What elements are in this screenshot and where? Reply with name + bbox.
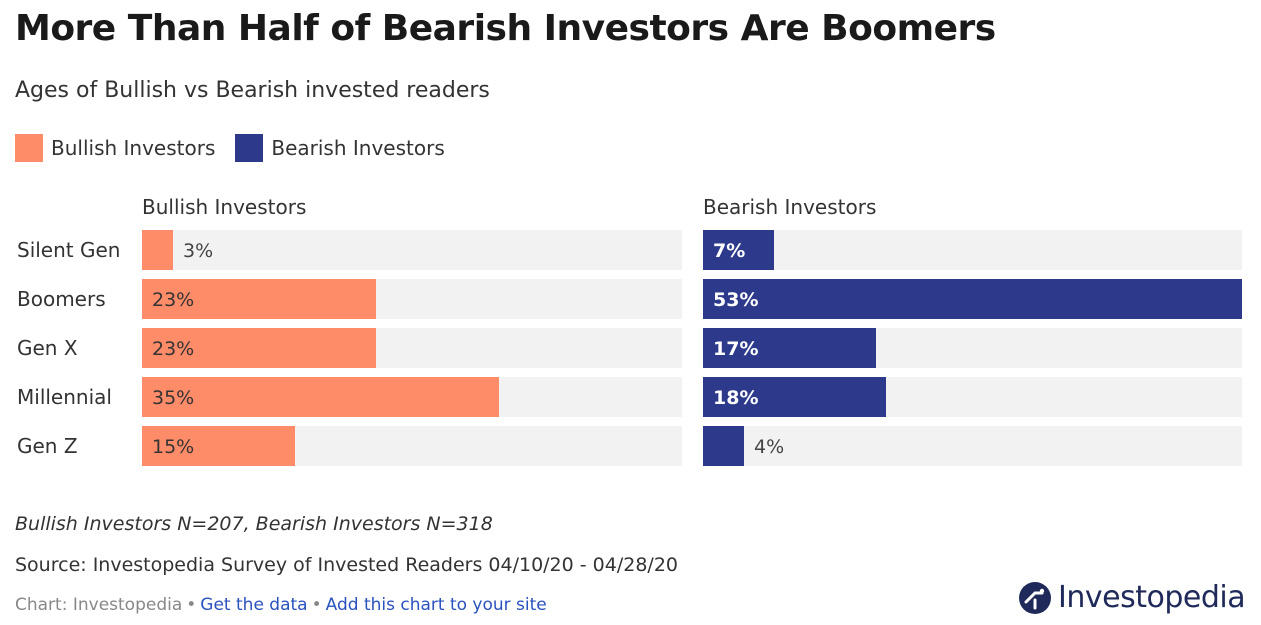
bar bbox=[703, 279, 1242, 319]
bar bbox=[703, 426, 744, 466]
data-label: 3% bbox=[183, 240, 213, 262]
bar bbox=[703, 230, 774, 270]
data-label: 17% bbox=[713, 338, 758, 360]
data-label: 53% bbox=[713, 289, 758, 311]
panel-header-0: Bullish Investors bbox=[142, 195, 306, 219]
credit-prefix: Chart: Investopedia bbox=[15, 595, 183, 615]
category-label: Gen X bbox=[17, 336, 78, 360]
get-data-link[interactable]: Get the data bbox=[200, 595, 308, 615]
legend-item-bearish: Bearish Investors bbox=[235, 134, 445, 162]
chart-subtitle: Ages of Bullish vs Bearish invested read… bbox=[15, 78, 490, 103]
data-label: 23% bbox=[152, 338, 194, 360]
sample-size-note: Bullish Investors N=207, Bearish Investo… bbox=[15, 513, 493, 535]
legend-item-bullish: Bullish Investors bbox=[15, 134, 215, 162]
category-label: Gen Z bbox=[17, 434, 78, 458]
data-label: 15% bbox=[152, 436, 194, 458]
bar bbox=[703, 328, 876, 368]
bar bbox=[703, 377, 886, 417]
bar bbox=[142, 279, 376, 319]
bar bbox=[142, 230, 173, 270]
bar bbox=[142, 328, 376, 368]
data-label: 35% bbox=[152, 387, 194, 409]
separator: • bbox=[186, 595, 197, 615]
legend-swatch-bullish bbox=[15, 134, 43, 162]
bar-track bbox=[142, 230, 682, 270]
data-label: 7% bbox=[713, 240, 745, 262]
category-label: Silent Gen bbox=[17, 238, 120, 262]
source-line: Source: Investopedia Survey of Invested … bbox=[15, 554, 679, 576]
logo-text: Investopedia bbox=[1058, 580, 1246, 615]
legend-swatch-bearish bbox=[235, 134, 264, 162]
data-label: 23% bbox=[152, 289, 194, 311]
investopedia-logo-icon bbox=[1019, 581, 1051, 614]
bar bbox=[142, 377, 499, 417]
legend-label-bearish: Bearish Investors bbox=[271, 136, 445, 160]
investopedia-logo: Investopedia bbox=[1018, 580, 1246, 615]
category-label: Millennial bbox=[17, 385, 112, 409]
bar bbox=[142, 426, 295, 466]
legend-label-bullish: Bullish Investors bbox=[51, 136, 216, 160]
legend: Bullish Investors Bearish Investors bbox=[15, 134, 465, 162]
chart-title: More Than Half of Bearish Investors Are … bbox=[15, 8, 996, 49]
bar-track bbox=[703, 426, 1242, 466]
credit-line: Chart: Investopedia • Get the data • Add thi… bbox=[15, 595, 547, 615]
category-label: Boomers bbox=[17, 287, 106, 311]
data-label: 18% bbox=[713, 387, 758, 409]
data-label: 4% bbox=[754, 436, 784, 458]
bar-chart: Bullish Investors Bearish Investors Silent… bbox=[17, 195, 1242, 466]
panel-header-1: Bearish Investors bbox=[703, 195, 876, 219]
bar-track bbox=[703, 230, 1242, 270]
add-chart-link[interactable]: Add this chart to your site bbox=[325, 595, 547, 615]
separator: • bbox=[311, 595, 322, 615]
